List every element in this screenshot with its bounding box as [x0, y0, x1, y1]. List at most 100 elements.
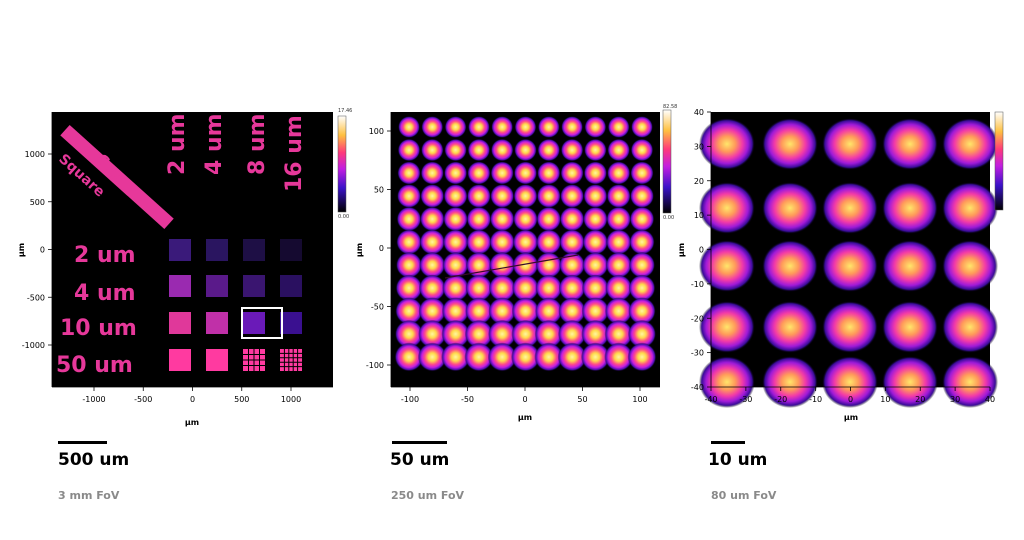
spot: [511, 319, 540, 349]
col-size-2: 8 um: [245, 113, 270, 175]
blob: [882, 240, 938, 292]
spot: [513, 183, 538, 209]
spot: [583, 161, 608, 185]
spot: [583, 183, 608, 209]
test-square: [169, 312, 191, 334]
spot: [396, 229, 422, 255]
spot: [419, 206, 445, 232]
x-tick-label: 0: [848, 395, 853, 404]
spot: [561, 116, 584, 138]
x-tick-label: -50: [461, 395, 474, 404]
spot: [421, 116, 444, 138]
y-tick-label: -30: [691, 349, 704, 358]
col-size-3: 16 um: [282, 115, 307, 192]
spot: [628, 251, 656, 279]
y-tick-label: 40: [694, 108, 704, 117]
row-size-1: 4 um: [74, 281, 136, 306]
spot: [488, 274, 516, 302]
blob: [942, 118, 998, 170]
spot: [559, 251, 586, 279]
blob: [699, 301, 755, 353]
spot: [442, 274, 470, 302]
selection-box: [241, 307, 283, 339]
test-square: [280, 239, 302, 261]
spot: [604, 297, 633, 325]
spot: [557, 342, 587, 372]
x-ticks: -100 -50 0 50 100: [401, 387, 648, 404]
spot: [419, 251, 446, 279]
x-tick-label: -100: [401, 395, 419, 404]
spot: [466, 183, 491, 209]
x-ticks: -1000 -500 0 500 1000: [82, 387, 301, 404]
scratch-line: [444, 254, 579, 279]
spot: [489, 251, 516, 279]
y-tick-label: 500: [30, 198, 45, 207]
x-tick-label: -1000: [82, 395, 105, 404]
spot: [396, 183, 422, 209]
spot: [605, 274, 633, 302]
spot: [420, 183, 445, 209]
spot: [464, 319, 494, 349]
spot: [582, 251, 609, 279]
blob: [942, 240, 998, 292]
y-tick-label: -10: [691, 280, 704, 289]
spot: [442, 251, 469, 279]
spot: [490, 161, 514, 185]
spot: [558, 297, 586, 325]
spot: [560, 138, 584, 162]
blob: [699, 182, 755, 234]
spot: [467, 138, 491, 162]
test-square: [243, 239, 265, 261]
x-ticks: -40 -30 -20 -10 0 10 20 30 40: [704, 387, 995, 404]
spot: [418, 274, 446, 302]
spot: [487, 342, 517, 372]
spot: [630, 138, 654, 162]
x-tick-label: -10: [809, 395, 822, 404]
spot: [629, 229, 655, 255]
colorbar-80um: [994, 111, 1004, 211]
spot: [511, 297, 540, 325]
blob: [822, 301, 878, 353]
spot: [535, 297, 563, 325]
spot: [441, 297, 470, 325]
scale-bar-3mm: [58, 441, 107, 444]
spot: [443, 206, 468, 232]
blob: [762, 240, 818, 292]
spot: [397, 161, 421, 185]
spot: [395, 251, 423, 279]
y-tick-label: -500: [27, 293, 45, 302]
y-tick-label: -20: [691, 314, 704, 323]
spot: [444, 116, 467, 138]
panel-3mm: Gap Square 2 um 4 um 8 um 16 um 2 um 4 u…: [17, 108, 352, 427]
y-tick-label: 0: [379, 244, 384, 253]
spot: [466, 206, 492, 232]
row-size-0: 2 um: [74, 243, 136, 268]
test-square: [169, 349, 191, 371]
x-tick-label: 10: [880, 395, 890, 404]
x-tick-label: 0: [190, 395, 195, 404]
y-tick-label: 100: [369, 127, 384, 136]
spot: [627, 342, 657, 372]
x-tick-label: -30: [739, 395, 752, 404]
blob: [942, 301, 998, 353]
spot: [605, 229, 632, 255]
spot: [537, 138, 561, 162]
x-axis-label: µm: [518, 413, 532, 422]
x-tick-label: 30: [950, 395, 960, 404]
scale-label-80um: 10 um: [708, 450, 768, 470]
y-tick-label: 20: [694, 177, 704, 186]
sample-marks: [169, 239, 302, 371]
y-axis-label: µm: [677, 243, 686, 257]
spot: [398, 116, 420, 138]
blob: [882, 118, 938, 170]
y-tick-label: -50: [371, 303, 384, 312]
spot: [582, 229, 609, 255]
spot: [584, 116, 607, 138]
spot: [536, 229, 562, 255]
spot: [442, 229, 469, 255]
spot: [420, 161, 444, 185]
blob: [882, 356, 938, 408]
spot: [394, 342, 424, 372]
test-square: [206, 239, 228, 261]
spot: [491, 116, 514, 138]
